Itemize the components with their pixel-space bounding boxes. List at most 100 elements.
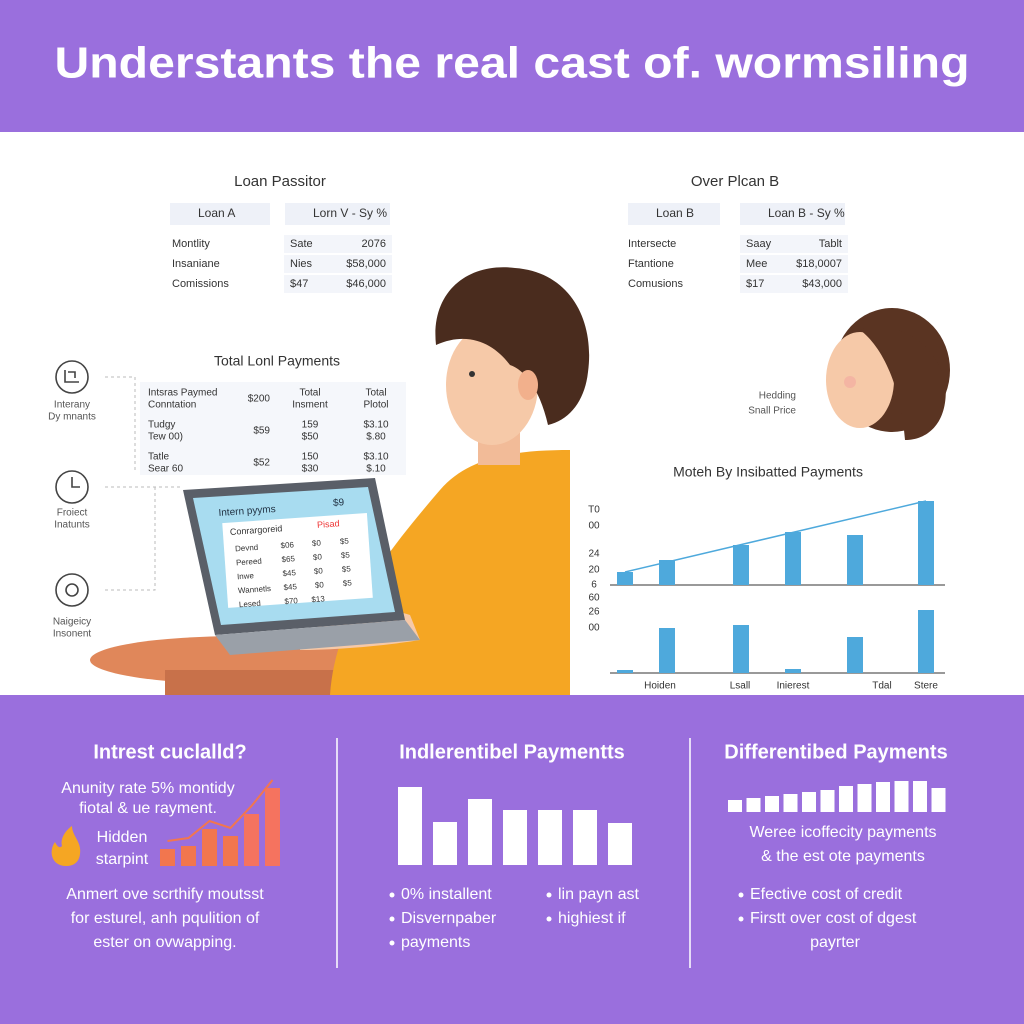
bullet-text: lin payn ast [558,886,639,903]
row-bg [740,275,848,293]
bullet [738,892,744,898]
bar [223,836,238,866]
column-text: Anmert ove scrthify moutsst [66,886,264,903]
x-label: Inierest [777,681,810,692]
screen-cell: Inwe [237,571,255,581]
bar [894,781,909,812]
bar [876,782,890,812]
bar [160,849,175,866]
bar [617,670,633,673]
table-cell: Intsras Paymed [148,388,217,399]
table-cell: $.80 [366,432,386,443]
screen-title: Intern pyyms [218,504,276,519]
flame-icon [51,826,81,866]
table-cell: Sate [290,238,313,250]
screen-tag: Pisad [317,518,340,530]
table-cell: Ftantione [628,258,674,270]
side-label: Interany [54,400,90,411]
table-cell: Sear 60 [148,464,183,475]
row-bg [740,235,848,253]
screen-cell: $0 [312,538,322,548]
column-text: ester on ovwapping. [93,934,236,951]
table-cell: $3.10 [363,452,388,463]
cheek [844,376,856,388]
table-cell: $52 [253,458,270,469]
y-tick-label: 00 [588,623,600,634]
screen-cell: $13 [311,594,325,604]
table-header: Loan B - Sy % [768,206,845,220]
column-text: payrter [810,934,860,951]
bar [847,535,863,585]
eye [469,371,475,377]
y-tick-label: 60 [588,593,600,604]
bullet [389,940,395,946]
bar [733,625,749,673]
row-bg [284,235,392,253]
bar [608,823,632,865]
chart-title: Moteh By Insibatted Payments [673,464,863,480]
bar [265,788,280,866]
table-cell: Plotol [363,400,388,411]
table-cell: Montlity [172,238,210,250]
table-header: Lorn V - Sy % [313,206,387,220]
screen-cell: Pereed [236,557,262,568]
bullet [389,892,395,898]
bar [785,532,801,585]
bullet-text: Disvernpaber [401,910,497,927]
bullet-text: 0% installent [401,886,492,903]
bar [244,814,259,866]
header-band [0,0,1024,132]
y-tick-label: 26 [588,607,600,618]
woman-label: Hedding [759,391,796,402]
column-title: Intrest cuclalld? [93,741,246,763]
hair [435,267,590,425]
y-tick-label: 00 [588,521,600,532]
header-cell [170,203,270,225]
bar [785,669,801,673]
bar [733,545,749,585]
table-cell: Tatle [148,452,170,463]
table-header: Loan B [656,206,694,220]
screen-cell: $5 [341,550,351,560]
screen-cell: Wannetls [238,584,272,595]
table-cell: Mee [746,258,767,270]
bar [468,799,492,865]
table-cell: Insment [292,400,328,411]
screen-cell: $65 [281,554,295,564]
bullet [389,916,395,922]
column-intro: Anunity rate 5% montidy [61,780,234,797]
table-title: Over Plcan B [691,173,779,190]
table-cell: Total [365,388,386,399]
bar [918,610,934,673]
screen-cell: $5 [342,564,352,574]
connectors [105,376,180,591]
table-cell: Tew 00) [148,432,183,443]
bar [617,572,633,585]
side-label: Naigeicy [53,617,91,628]
x-label: Tdal [872,681,891,692]
ear [518,370,538,400]
side-icons [55,360,89,607]
column-note: starpint [96,851,149,868]
table-header: Loan A [198,206,235,220]
table-cell: Total [299,388,320,399]
table-cell: $200 [248,394,271,405]
table-cell: 150 [302,452,319,463]
bar [802,792,816,812]
column-intro: fiotal & ue rayment. [79,800,217,817]
header-cell [628,203,720,225]
table-cell: $50 [302,432,319,443]
table-cell: $17 [746,278,764,290]
bar [857,784,872,812]
screen-cell: $06 [280,540,294,550]
bar [839,786,853,812]
table-cell: Tudgy [148,420,175,431]
bar [433,822,457,865]
bar [398,787,422,865]
table-cell: $43,000 [802,278,842,290]
table-title: Loan Passitor [234,173,326,190]
woman-face [826,332,894,428]
bar [538,810,562,865]
screen-cell: $0 [313,552,323,562]
